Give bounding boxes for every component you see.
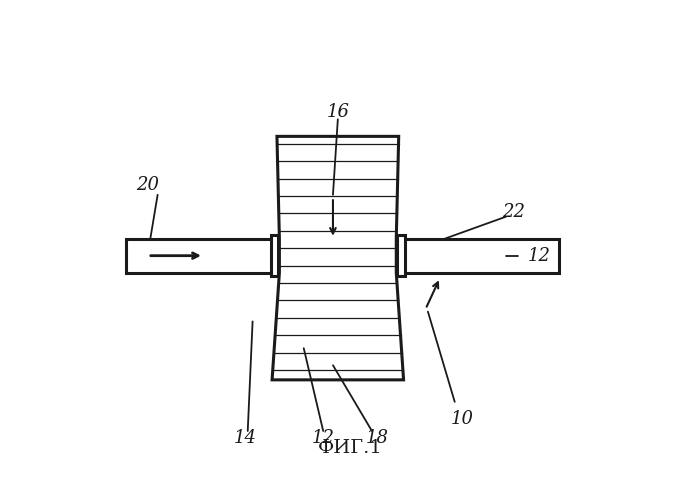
Text: 10: 10 — [451, 410, 473, 428]
Polygon shape — [397, 235, 405, 277]
Text: 14: 14 — [234, 430, 257, 447]
Text: 18: 18 — [365, 430, 389, 447]
Polygon shape — [272, 136, 404, 380]
Polygon shape — [126, 239, 279, 273]
Text: 12: 12 — [312, 430, 335, 447]
Text: 20: 20 — [136, 176, 160, 194]
Text: ФИГ.1: ФИГ.1 — [318, 439, 382, 457]
Text: 12: 12 — [528, 247, 551, 264]
Polygon shape — [271, 235, 279, 277]
Text: 22: 22 — [502, 203, 524, 221]
Text: 16: 16 — [326, 103, 349, 121]
Polygon shape — [396, 239, 559, 273]
